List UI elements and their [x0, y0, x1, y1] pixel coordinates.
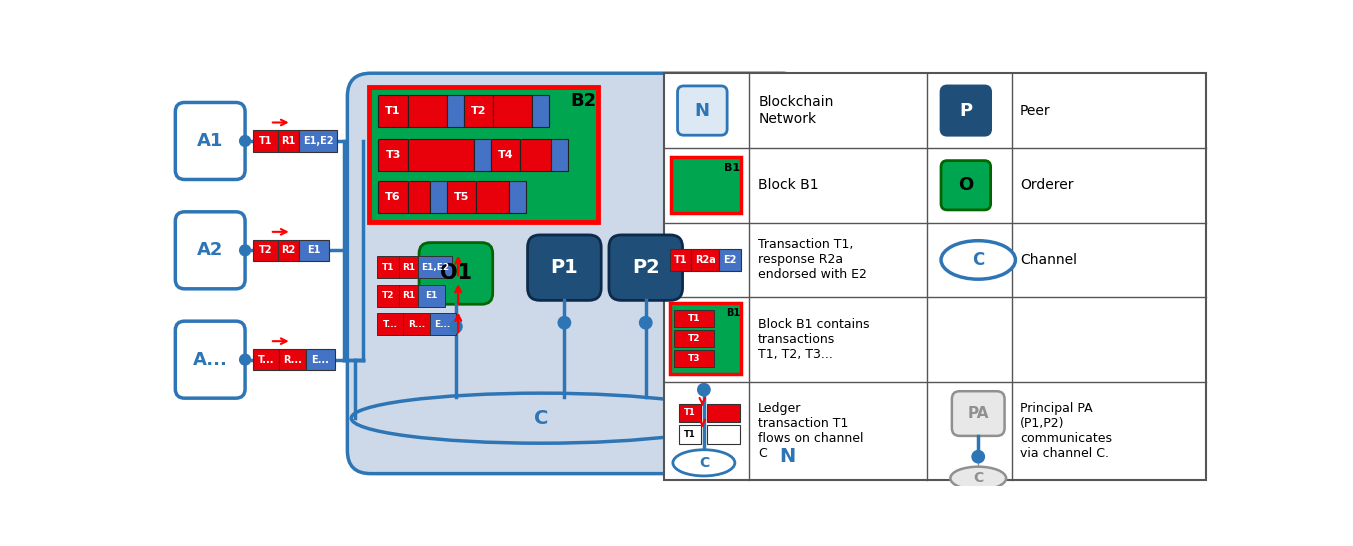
Text: T5: T5	[453, 192, 469, 202]
Text: T1: T1	[382, 263, 394, 272]
Bar	[407, 95, 446, 127]
Text: Orderer: Orderer	[1020, 178, 1073, 192]
FancyBboxPatch shape	[419, 242, 492, 304]
Bar	[379, 139, 407, 171]
Text: R...: R...	[283, 355, 302, 365]
Bar	[708, 403, 740, 422]
Bar	[418, 257, 452, 278]
Bar	[464, 95, 492, 127]
Text: Block B1: Block B1	[758, 178, 819, 192]
Bar	[670, 249, 691, 271]
Text: T1: T1	[386, 106, 400, 116]
Text: Principal PA
(P1,P2)
communicates
via channel C.: Principal PA (P1,P2) communicates via ch…	[1020, 402, 1112, 460]
Text: R1: R1	[402, 263, 415, 272]
Bar	[277, 240, 299, 261]
Bar	[474, 139, 491, 171]
Bar	[253, 130, 277, 152]
Ellipse shape	[672, 450, 735, 476]
Text: A2: A2	[198, 241, 223, 259]
Bar	[279, 349, 306, 370]
Bar	[492, 95, 532, 127]
Text: E1: E1	[425, 291, 437, 300]
Text: R2a: R2a	[695, 255, 716, 265]
Bar	[299, 240, 329, 261]
Text: O1: O1	[440, 263, 472, 283]
Bar	[509, 181, 525, 213]
Text: R2: R2	[281, 245, 295, 256]
FancyBboxPatch shape	[528, 235, 601, 300]
Circle shape	[698, 383, 710, 396]
Text: O: O	[958, 176, 973, 194]
Text: T1: T1	[685, 430, 695, 439]
Bar	[674, 330, 714, 347]
Text: T2: T2	[687, 334, 700, 342]
Bar	[679, 403, 701, 422]
Bar	[429, 181, 446, 213]
Bar	[446, 181, 476, 213]
Text: P: P	[959, 102, 973, 120]
Circle shape	[239, 354, 250, 365]
Text: T2: T2	[471, 106, 486, 116]
Text: C: C	[534, 408, 548, 428]
FancyBboxPatch shape	[942, 161, 990, 210]
FancyBboxPatch shape	[678, 86, 727, 135]
Ellipse shape	[352, 393, 731, 443]
Text: T1: T1	[685, 408, 695, 417]
Text: B2: B2	[571, 92, 597, 110]
Bar	[299, 130, 337, 152]
Bar	[379, 181, 407, 213]
Text: R...: R...	[407, 320, 425, 329]
Text: T...: T...	[258, 355, 275, 365]
Text: T6: T6	[386, 192, 400, 202]
Ellipse shape	[942, 241, 1015, 279]
Text: R1: R1	[402, 291, 415, 300]
Text: C: C	[971, 251, 985, 269]
Bar	[277, 130, 299, 152]
FancyBboxPatch shape	[176, 321, 245, 398]
Text: C: C	[973, 471, 984, 485]
Text: B1: B1	[724, 163, 740, 173]
FancyBboxPatch shape	[609, 235, 682, 300]
Text: P2: P2	[632, 258, 660, 277]
Text: Blockchain
Network: Blockchain Network	[758, 96, 833, 126]
Circle shape	[449, 321, 463, 333]
Bar	[377, 257, 399, 278]
Text: P1: P1	[551, 258, 578, 277]
Bar	[708, 425, 740, 443]
Text: T3: T3	[687, 354, 700, 363]
Bar	[691, 249, 720, 271]
Bar	[418, 285, 445, 306]
Bar	[663, 73, 1206, 480]
Text: T2: T2	[258, 245, 272, 256]
Bar	[674, 310, 714, 327]
Bar	[407, 181, 429, 213]
Text: N: N	[695, 102, 710, 120]
Text: A1: A1	[198, 132, 223, 150]
Bar	[399, 257, 418, 278]
Text: E...: E...	[434, 320, 451, 329]
Bar	[491, 139, 520, 171]
Circle shape	[971, 450, 985, 463]
Text: T3: T3	[386, 150, 400, 160]
Bar	[476, 181, 509, 213]
Text: E...: E...	[311, 355, 329, 365]
FancyBboxPatch shape	[942, 86, 990, 135]
Text: Transaction T1,
response R2a
endorsed with E2: Transaction T1, response R2a endorsed wi…	[758, 239, 867, 281]
Bar	[679, 425, 701, 443]
Text: T2: T2	[382, 291, 394, 300]
Text: N: N	[779, 447, 796, 466]
Bar	[399, 285, 418, 306]
Text: Channel: Channel	[1020, 253, 1077, 267]
Bar	[403, 313, 429, 335]
Text: E1: E1	[307, 245, 321, 256]
FancyBboxPatch shape	[176, 103, 245, 180]
Bar	[720, 249, 741, 271]
Bar	[379, 95, 407, 127]
FancyBboxPatch shape	[348, 73, 805, 473]
Bar	[253, 349, 279, 370]
Bar	[377, 285, 399, 306]
Circle shape	[239, 135, 250, 146]
Text: C: C	[698, 456, 709, 470]
FancyBboxPatch shape	[176, 212, 245, 289]
Text: R1: R1	[281, 136, 295, 146]
